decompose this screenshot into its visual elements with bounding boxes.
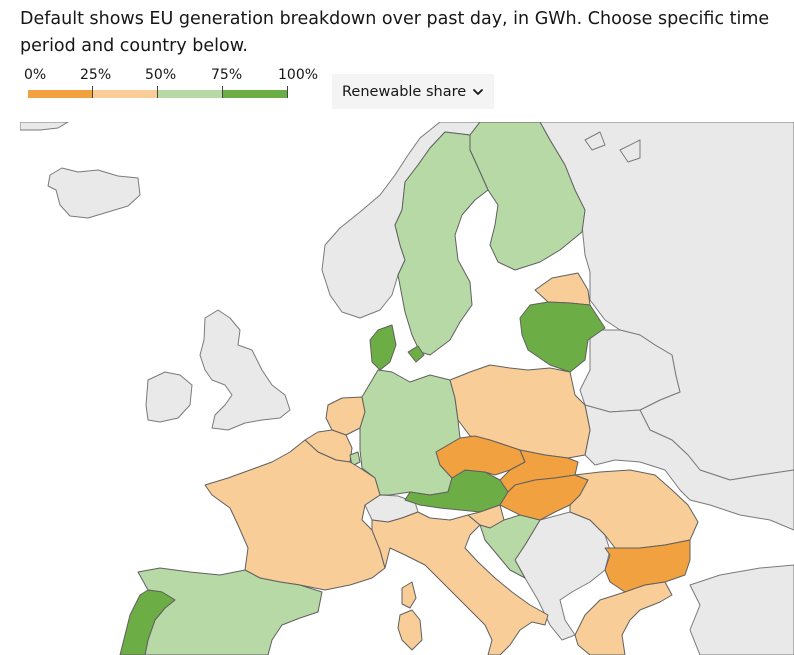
chevron-down-icon bbox=[473, 88, 483, 95]
non-eu-iceland bbox=[47, 167, 141, 219]
metric-select-value: Renewable share bbox=[342, 83, 467, 100]
legend-tick-25: 25% bbox=[80, 67, 112, 83]
country-germany[interactable] bbox=[359, 369, 461, 496]
europe-map bbox=[20, 122, 794, 655]
country-italy-corsica[interactable] bbox=[397, 609, 423, 651]
non-eu-islands bbox=[584, 131, 641, 163]
country-lithuania[interactable] bbox=[519, 301, 606, 373]
legend-divider bbox=[287, 86, 288, 98]
legend-tick-100: 100% bbox=[278, 67, 319, 83]
legend-swatch-0-25 bbox=[28, 90, 93, 98]
country-italy-sardinia[interactable] bbox=[401, 581, 417, 609]
renewable-share-legend: 0% 25% 50% 75% 100% bbox=[23, 66, 323, 102]
legend-swatch-50-75 bbox=[158, 90, 223, 98]
non-eu-turkey bbox=[689, 564, 794, 655]
legend-divider bbox=[157, 86, 158, 98]
country-greece[interactable] bbox=[574, 581, 673, 655]
legend-tick-75: 75% bbox=[211, 67, 243, 83]
legend-swatch-75-100 bbox=[223, 90, 288, 98]
country-portugal[interactable] bbox=[119, 589, 176, 655]
non-eu-uk bbox=[199, 309, 291, 431]
intro-text: Default shows EU generation breakdown ov… bbox=[20, 9, 770, 56]
legend-tick-50: 50% bbox=[145, 67, 177, 83]
country-denmark[interactable] bbox=[369, 324, 425, 371]
non-eu-ireland bbox=[145, 371, 193, 423]
non-eu-greenland bbox=[20, 122, 69, 131]
country-italy[interactable] bbox=[371, 511, 549, 655]
map-svg bbox=[20, 122, 794, 655]
country-sweden[interactable] bbox=[394, 131, 489, 356]
country-croatia[interactable] bbox=[479, 514, 541, 579]
non-eu-ukraine bbox=[584, 404, 794, 531]
legend-swatch-25-50 bbox=[93, 90, 158, 98]
legend-divider bbox=[92, 86, 93, 98]
metric-select[interactable]: Renewable share bbox=[332, 74, 494, 109]
legend-divider bbox=[222, 86, 223, 98]
legend-tick-0: 0% bbox=[24, 67, 47, 83]
non-eu-belarus bbox=[579, 329, 681, 413]
